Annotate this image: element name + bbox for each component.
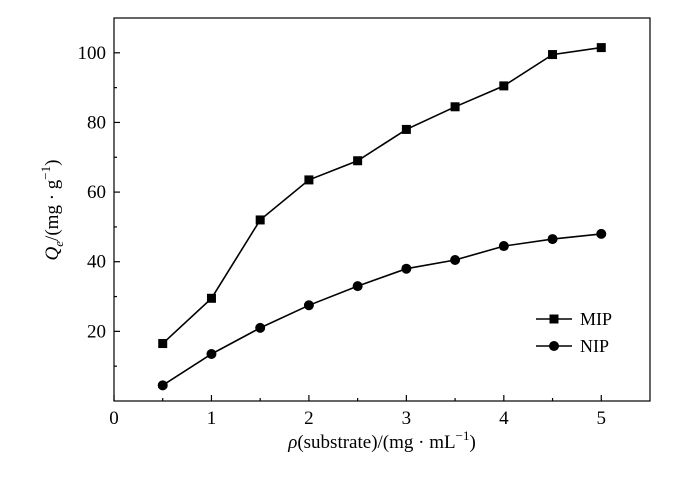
legend-marker-nip: [549, 341, 559, 351]
data-point-mip: [353, 156, 363, 166]
data-point-nip: [596, 228, 607, 239]
series-line-nip: [162, 233, 602, 386]
data-point-mip: [304, 175, 314, 185]
x-tick-label: 2: [304, 408, 314, 429]
y-axis-title: Qe/(mg · g−1): [38, 160, 66, 261]
data-point-nip: [498, 241, 509, 252]
y-tick-label: 60: [87, 182, 106, 203]
data-point-nip: [255, 322, 266, 333]
x-axis-ticks: 0 1 2 3 4 5: [109, 395, 606, 429]
x-tick-label: 4: [499, 408, 509, 429]
data-point-mip: [206, 293, 216, 303]
x-tick-label: 3: [402, 408, 412, 429]
legend-label-nip: NIP: [580, 336, 609, 356]
data-point-nip: [547, 234, 558, 245]
legend-marker-mip: [549, 314, 559, 324]
y-tick-label: 20: [87, 321, 106, 342]
series-layer: [157, 43, 607, 391]
data-point-mip: [158, 339, 168, 349]
data-point-mip: [401, 124, 411, 134]
y-tick-label: 80: [87, 112, 106, 133]
chart-axes: [113, 17, 651, 402]
data-point-nip: [303, 300, 314, 311]
x-axis-title: ρ(substrate)/(mg · mL−1): [287, 428, 476, 453]
series-nip: [157, 228, 607, 391]
data-point-mip: [548, 50, 558, 60]
plot-frame: [113, 17, 651, 402]
chart-legend: MIP NIP: [536, 309, 612, 356]
series-mip: [158, 43, 606, 349]
data-point-nip: [401, 263, 412, 274]
y-tick-label: 40: [87, 252, 106, 273]
x-tick-label: 1: [207, 408, 217, 429]
legend-item-nip: NIP: [536, 336, 609, 356]
data-point-mip: [450, 102, 460, 112]
y-axis-ticks: 20 40 60 80 100: [78, 43, 120, 367]
data-point-mip: [499, 81, 509, 91]
data-point-mip: [596, 43, 606, 53]
legend-label-mip: MIP: [580, 309, 612, 329]
x-tick-label: 5: [597, 408, 607, 429]
series-line-mip: [162, 46, 602, 345]
data-point-nip: [450, 254, 461, 265]
legend-item-mip: MIP: [536, 309, 612, 329]
data-point-nip: [157, 380, 168, 391]
y-tick-label: 100: [78, 43, 107, 64]
data-point-nip: [206, 348, 217, 359]
x-tick-label: 0: [109, 408, 119, 429]
data-point-nip: [352, 281, 363, 292]
data-point-mip: [255, 215, 265, 225]
